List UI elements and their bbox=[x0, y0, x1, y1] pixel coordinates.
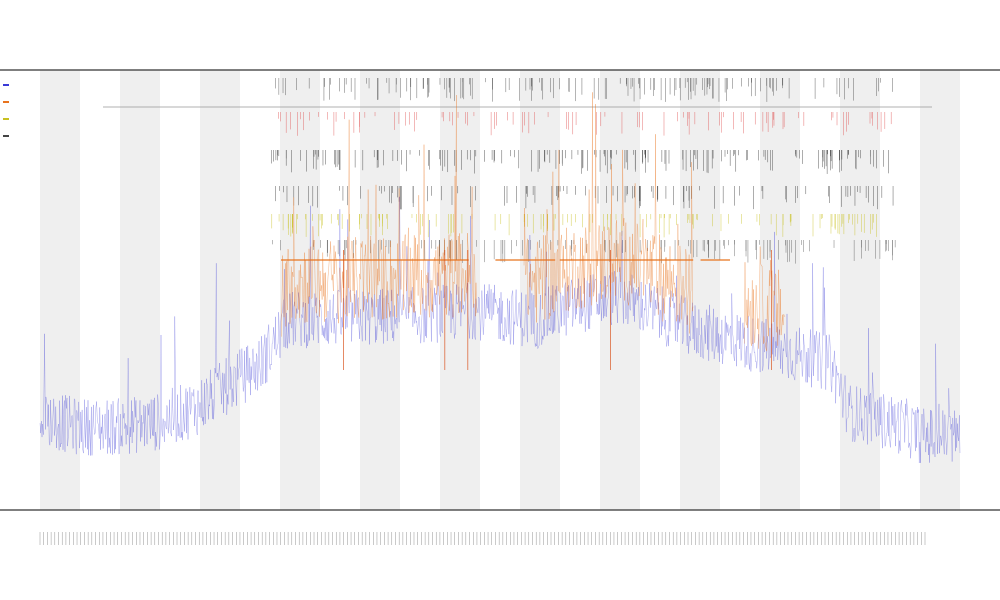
legend-swatch bbox=[3, 101, 9, 103]
x-axis-tick-labels bbox=[39, 532, 926, 545]
event-row-5 bbox=[271, 214, 877, 238]
background-band bbox=[920, 70, 960, 510]
background-band bbox=[360, 70, 400, 510]
legend bbox=[3, 84, 9, 137]
background-band bbox=[840, 70, 880, 510]
background-band bbox=[200, 70, 240, 510]
background-band bbox=[120, 70, 160, 510]
event-row-3 bbox=[270, 150, 889, 174]
background-band bbox=[40, 70, 80, 510]
background-band bbox=[520, 70, 560, 510]
legend-swatch bbox=[3, 135, 9, 137]
legend-swatch bbox=[3, 118, 9, 120]
event-row-6 bbox=[272, 240, 896, 264]
background-bands bbox=[40, 70, 960, 510]
series-orange-line bbox=[281, 92, 786, 370]
background-band bbox=[760, 70, 800, 510]
series-orange-path bbox=[281, 92, 786, 352]
series-blue-path bbox=[39, 196, 961, 464]
series-blue-line bbox=[39, 196, 961, 464]
legend-swatch bbox=[3, 84, 9, 86]
event-row-4 bbox=[275, 186, 894, 210]
event-rows bbox=[270, 78, 896, 264]
event-row-1 bbox=[275, 78, 893, 102]
event-row-2 bbox=[278, 112, 892, 136]
background-band bbox=[680, 70, 720, 510]
